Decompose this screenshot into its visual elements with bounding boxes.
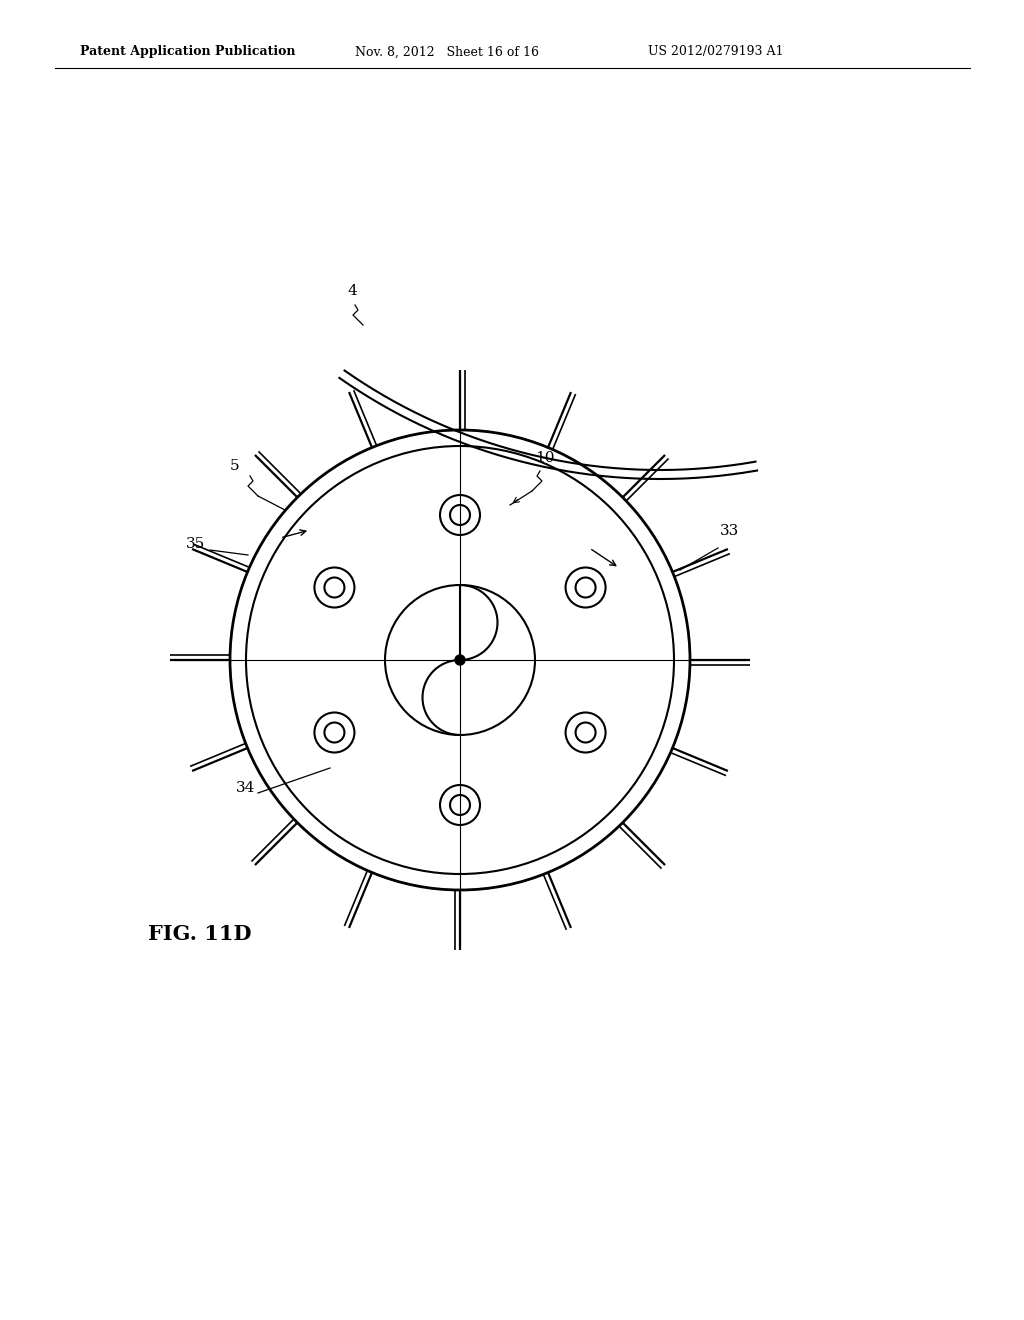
Text: Nov. 8, 2012   Sheet 16 of 16: Nov. 8, 2012 Sheet 16 of 16 [355, 45, 539, 58]
Text: 34: 34 [236, 781, 255, 795]
Text: 4: 4 [348, 284, 357, 298]
Text: 10: 10 [535, 451, 555, 465]
Circle shape [230, 430, 690, 890]
Text: Patent Application Publication: Patent Application Publication [80, 45, 296, 58]
Text: 35: 35 [186, 537, 205, 550]
Text: 33: 33 [720, 524, 739, 539]
Text: FIG. 11D: FIG. 11D [148, 924, 252, 944]
Text: 5: 5 [230, 459, 240, 473]
Circle shape [455, 655, 465, 665]
Text: US 2012/0279193 A1: US 2012/0279193 A1 [648, 45, 783, 58]
